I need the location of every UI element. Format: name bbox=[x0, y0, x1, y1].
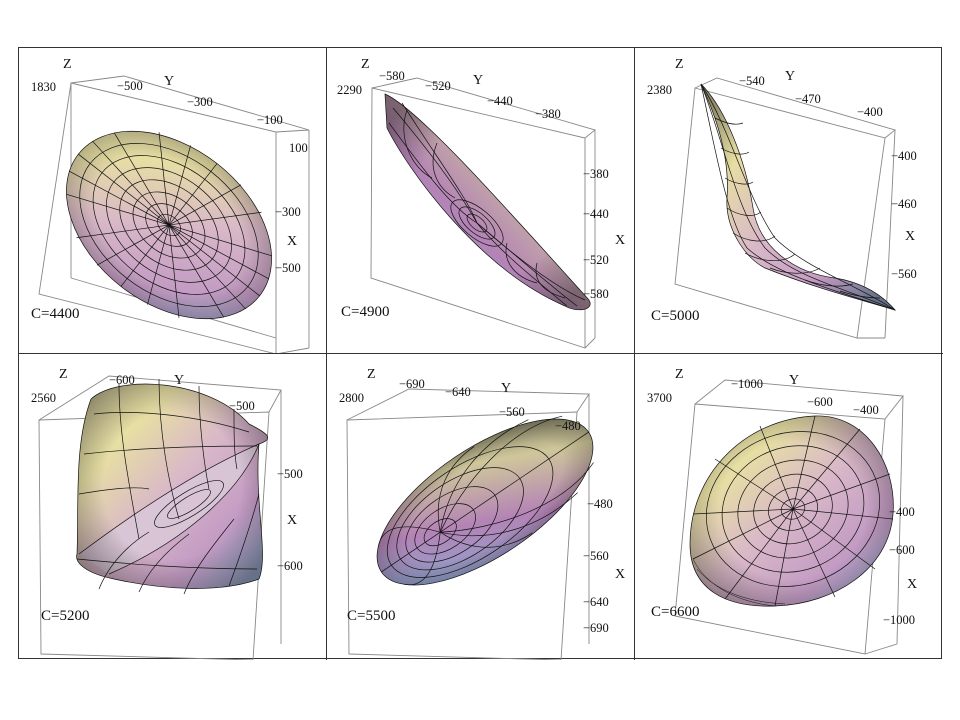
bounding-box bbox=[370, 77, 596, 349]
y-tick: −470 bbox=[795, 92, 821, 106]
surface bbox=[689, 415, 894, 607]
x-tick: −380 bbox=[583, 167, 609, 181]
panel-c5000: Z 2380 −540 Y −470 −400 −400 −460 X −560… bbox=[635, 48, 943, 354]
y-tick: −480 bbox=[555, 419, 581, 433]
x-tick: −400 bbox=[889, 505, 915, 519]
y-tick: −540 bbox=[739, 74, 765, 88]
y-axis-label: Y bbox=[501, 381, 511, 396]
y-tick: −640 bbox=[445, 385, 471, 399]
parameter-label: C=4900 bbox=[341, 304, 389, 320]
plot-c5200: Z 2560 −600 Y −500 −500 X −600 C=5200 bbox=[31, 367, 303, 660]
y-tick: −560 bbox=[499, 405, 525, 419]
x-tick: −580 bbox=[583, 287, 609, 301]
x-tick: −600 bbox=[277, 559, 303, 573]
bounding-box bbox=[674, 379, 904, 655]
z-tick: 2560 bbox=[31, 391, 56, 405]
surface bbox=[384, 93, 591, 311]
z-tick: 1830 bbox=[31, 80, 56, 94]
x-axis-label: X bbox=[907, 577, 917, 592]
y-tick: −600 bbox=[109, 373, 135, 387]
z-tick: 2800 bbox=[339, 391, 364, 405]
x-axis-label: X bbox=[905, 229, 915, 244]
z-axis-label: Z bbox=[367, 367, 376, 382]
y-axis-label: Y bbox=[785, 69, 795, 84]
z-tick: 2380 bbox=[647, 83, 672, 97]
z-axis-label: Z bbox=[361, 57, 370, 72]
y-axis-label: Y bbox=[473, 73, 483, 88]
figure-grid: Z 1830 −500 Y −300 −100 100 −300 X −500 … bbox=[18, 47, 943, 660]
x-tick: −500 bbox=[275, 261, 301, 275]
panel-c5200: Z 2560 −600 Y −500 −500 X −600 C=5200 bbox=[19, 354, 327, 660]
z-axis-label: Z bbox=[59, 367, 68, 382]
x-tick: 100 bbox=[289, 141, 308, 155]
z-tick: 3700 bbox=[647, 391, 672, 405]
y-tick: −690 bbox=[399, 377, 425, 391]
x-axis-label: X bbox=[615, 567, 625, 582]
x-tick: −690 bbox=[583, 621, 609, 635]
z-tick: 2290 bbox=[337, 83, 362, 97]
x-tick: −440 bbox=[583, 207, 609, 221]
y-tick: −500 bbox=[229, 399, 255, 413]
y-tick: −380 bbox=[535, 107, 561, 121]
surface bbox=[66, 130, 272, 320]
parameter-label: C=6600 bbox=[651, 604, 699, 620]
plot-c6600: Z 3700 −1000 Y −600 −400 −400 −600 X −10… bbox=[647, 367, 917, 655]
x-tick: −640 bbox=[583, 595, 609, 609]
y-tick: −100 bbox=[257, 113, 283, 127]
surface bbox=[76, 378, 269, 595]
x-tick: −600 bbox=[889, 543, 915, 557]
surface bbox=[376, 415, 594, 586]
parameter-label: C=5500 bbox=[347, 608, 395, 624]
panel-c6600: Z 3700 −1000 Y −600 −400 −400 −600 X −10… bbox=[635, 354, 943, 660]
x-tick: −500 bbox=[277, 467, 303, 481]
x-tick: −560 bbox=[583, 549, 609, 563]
surface bbox=[700, 83, 897, 311]
x-tick: −400 bbox=[891, 149, 917, 163]
x-axis-label: X bbox=[615, 233, 625, 248]
y-tick: −400 bbox=[857, 105, 883, 119]
z-axis-label: Z bbox=[63, 57, 72, 72]
x-tick: −1000 bbox=[883, 613, 915, 627]
x-axis-label: X bbox=[287, 513, 297, 528]
y-axis-label: Y bbox=[789, 373, 799, 388]
y-tick: −400 bbox=[853, 403, 879, 417]
y-tick: −1000 bbox=[731, 377, 763, 391]
plot-c5000: Z 2380 −540 Y −470 −400 −400 −460 X −560… bbox=[647, 57, 917, 339]
z-axis-label: Z bbox=[675, 367, 684, 382]
parameter-label: C=5000 bbox=[651, 308, 699, 324]
panel-c5500: Z 2800 −690 −640 Y −560 −480 −480 −560 X… bbox=[327, 354, 635, 660]
x-tick: −520 bbox=[583, 253, 609, 267]
x-axis-label: X bbox=[287, 234, 297, 249]
panel-c4900: Z 2290 −580 −520 Y −440 −380 −380 −440 X… bbox=[327, 48, 635, 354]
y-axis-label: Y bbox=[164, 74, 174, 89]
y-axis-label: Y bbox=[174, 373, 184, 388]
y-tick: −440 bbox=[487, 94, 513, 108]
y-tick: −580 bbox=[379, 69, 405, 83]
z-axis-label: Z bbox=[675, 57, 684, 72]
y-tick: −300 bbox=[187, 95, 213, 109]
parameter-label: C=4400 bbox=[31, 306, 79, 322]
x-tick: −460 bbox=[891, 197, 917, 211]
parameter-label: C=5200 bbox=[41, 608, 89, 624]
y-tick: −600 bbox=[807, 395, 833, 409]
y-tick: −500 bbox=[117, 79, 143, 93]
panel-c4400: Z 1830 −500 Y −300 −100 100 −300 X −500 … bbox=[19, 48, 327, 354]
plot-c5500: Z 2800 −690 −640 Y −560 −480 −480 −560 X… bbox=[339, 367, 625, 660]
plot-c4900: Z 2290 −580 −520 Y −440 −380 −380 −440 X… bbox=[337, 57, 625, 349]
y-tick: −520 bbox=[425, 79, 451, 93]
plot-c4400: Z 1830 −500 Y −300 −100 100 −300 X −500 … bbox=[31, 57, 310, 353]
x-tick: −560 bbox=[891, 267, 917, 281]
x-tick: −300 bbox=[275, 205, 301, 219]
x-tick: −480 bbox=[587, 497, 613, 511]
